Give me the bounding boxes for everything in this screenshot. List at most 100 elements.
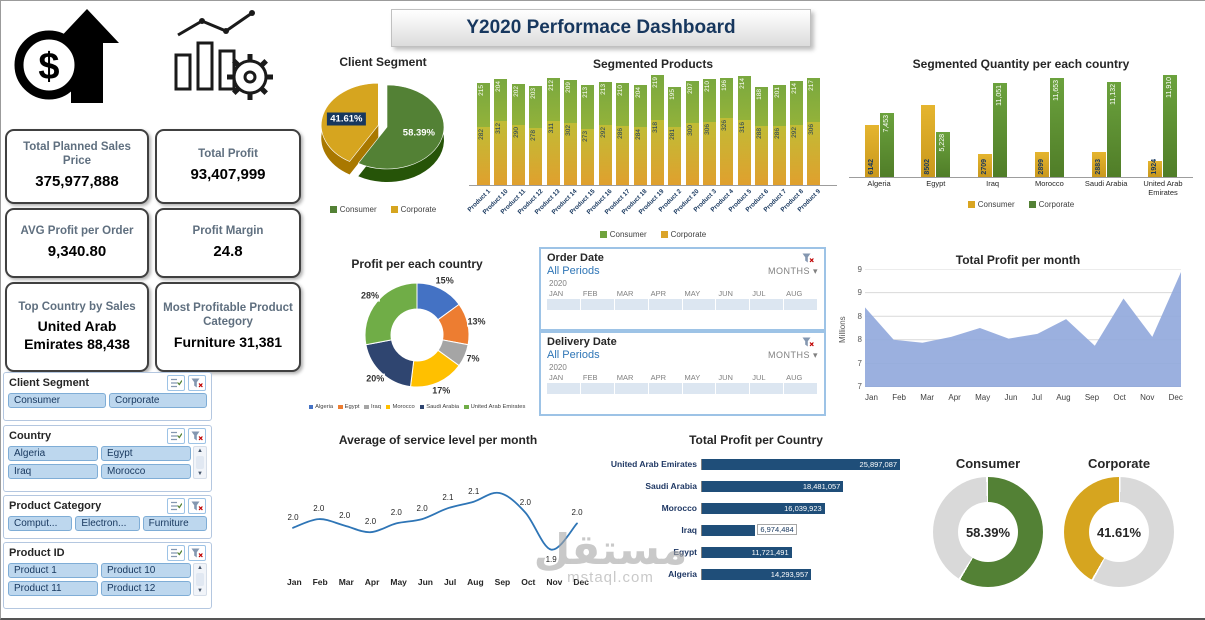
scroll-track[interactable] [196,573,204,586]
timeline-month-cell[interactable] [682,383,716,394]
stacked-bar: 213 273 [581,85,595,185]
bar-segment-consumer: 202 [511,84,525,126]
timeline-month-cell[interactable] [648,299,682,310]
legend-label: Saudi Arabia [426,404,460,410]
scroll-down-icon[interactable]: ▼ [197,471,203,477]
bar-segment-corporate: 300 [685,123,699,185]
stacked-bar: 188 288 [755,87,769,185]
kpi-card: Total Profit 93,407,999 [155,129,301,204]
chart-service-level: Average of service level per month 2.0 2.0… [283,433,593,615]
gauge-value: 58.39% [965,524,1011,540]
bar-value: 219 [651,77,659,88]
x-axis-label: Feb [312,577,328,587]
bar-value: 2709 [981,159,989,175]
scroll-track[interactable] [196,456,204,469]
slicer-item[interactable]: Product 12 [101,581,191,596]
kpi-label: Total Profit [198,148,258,161]
timeline-month-cell[interactable] [614,383,648,394]
timeline-month-label: JUL [752,289,766,298]
clear-filter-icon[interactable] [188,545,206,561]
timeline-month-cell[interactable] [614,299,648,310]
multiselect-icon[interactable] [167,428,185,444]
timeline-month-cell[interactable] [750,383,784,394]
slicer-item[interactable]: Morocco [101,464,191,479]
bar-corporate: 7,453 [879,113,894,177]
bar-segment-corporate: 284 [633,126,647,185]
bar: 18,481,057 [702,480,844,492]
timeline-year-label: 2020 [549,363,567,372]
slicer-item[interactable]: Corporate [109,393,207,408]
bar-consumer: 6142 [864,125,879,177]
scroll-down-icon[interactable]: ▼ [197,588,203,594]
scroll-up-icon[interactable]: ▲ [197,448,203,454]
bar-corporate: 11,132 [1106,82,1121,177]
timeline-month-cell[interactable] [547,299,580,310]
bar-segment-consumer: 210 [703,79,717,123]
chart-title: Segmented Products [592,57,714,71]
sales-growth-icon: $ [11,5,129,110]
timeline-month-label: AUG [786,289,803,298]
chart-title: Total Profit per Country [689,433,823,447]
multiselect-icon[interactable] [167,375,185,391]
multiselect-icon[interactable] [167,545,185,561]
kpi-label: Profit Margin [192,224,264,237]
timeline-month-cell[interactable] [750,299,784,310]
timeline-month-cell[interactable] [784,299,817,310]
slicer-item[interactable]: Product 11 [8,581,98,596]
bar-segment-corporate: 302 [563,122,577,185]
clear-filter-icon[interactable] [802,335,818,348]
slicer-item[interactable]: Comput... [8,516,73,531]
slicer-item[interactable]: Product 1 [8,563,98,578]
kpi-value: Furniture 31,381 [173,334,283,351]
timeline-granularity-dropdown[interactable]: MONTHS ▾ [768,350,818,361]
timeline-month-cell[interactable] [580,299,614,310]
timeline-delivery-date: Delivery Date All Periods MONTHS ▾ 2020 JAN F… [539,331,826,416]
clear-filter-icon[interactable] [802,251,818,264]
bar-value: 195 [669,89,677,100]
clear-filter-icon[interactable] [188,428,206,444]
timeline-month-cell[interactable] [716,383,750,394]
bar-value: 302 [564,124,572,136]
timeline-granularity-dropdown[interactable]: MONTHS ▾ [768,266,818,277]
timeline-period-label: All Periods [547,265,600,277]
timeline-month-cell[interactable] [784,383,817,394]
slicer-item[interactable]: Egypt [101,446,191,461]
chart-legend: Consumer Corporate [469,230,837,239]
slicer-item[interactable]: Electron... [75,516,140,531]
legend-swatch [364,404,369,410]
timeline-month-cell[interactable] [682,299,716,310]
bar-value: 273 [582,130,590,142]
hbar-row: Algeria 14,293,957 [597,563,915,585]
timeline-month-cell[interactable] [547,383,580,394]
legend-swatch [390,206,398,213]
slicer-item[interactable]: Product 10 [101,563,191,578]
bar-value: 213 [582,87,590,98]
scroll-up-icon[interactable]: ▲ [197,565,203,571]
donut-slice-label: 17% [431,385,452,397]
slicer-header: Product ID [6,544,209,562]
timeline-period-label: All Periods [547,349,600,361]
timeline-month-cell[interactable] [716,299,750,310]
bar-segment-corporate: 286 [772,126,786,185]
slicer-item[interactable]: Algeria [8,446,98,461]
bar-corporate: 11,910 [1163,75,1178,177]
slicer-client-segment: Client Segment Consumer Corporate [3,372,212,421]
kpi-value: 9,340.80 [47,242,107,260]
timeline-month-cell[interactable] [648,383,682,394]
stacked-bar: 202 290 [511,84,525,185]
timeline-order-date: Order Date All Periods MONTHS ▾ 2020 JAN FEB M… [539,247,826,331]
hbar-row: United Arab Emirates 25,897,087 [597,453,915,475]
x-axis-label: Nov [546,577,563,587]
bar-value: 16,039,923 [784,504,822,513]
bar-segment-corporate: 292 [790,124,804,185]
multiselect-icon[interactable] [167,498,185,514]
bar-segment-corporate: 273 [581,128,595,185]
slicer-item[interactable]: Consumer [8,393,106,408]
slicer-item[interactable]: Iraq [8,464,98,479]
clear-filter-icon[interactable] [188,375,206,391]
slicer-scrollbar: ▲ ▼ [193,563,207,596]
clear-filter-icon[interactable] [188,498,206,514]
bar-corporate: 11,051 [993,83,1008,177]
slicer-item[interactable]: Furniture [142,516,207,531]
timeline-month-cell[interactable] [580,383,614,394]
